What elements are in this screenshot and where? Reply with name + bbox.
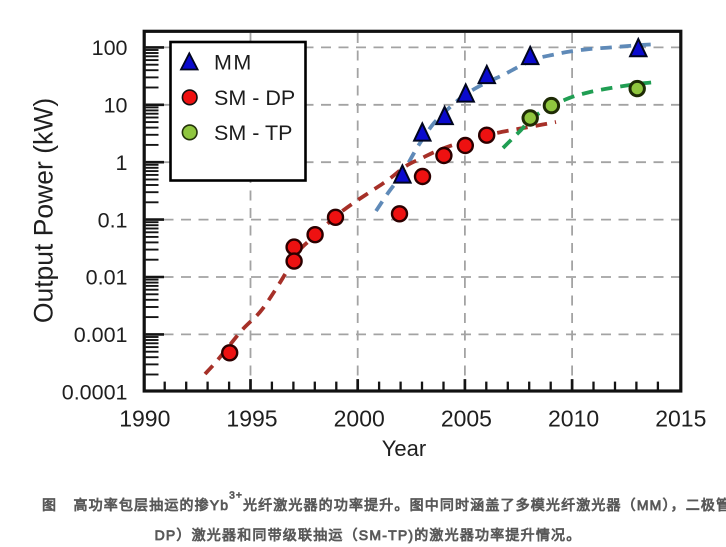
svg-text:Year: Year — [382, 436, 426, 461]
svg-text:2000: 2000 — [334, 406, 385, 432]
svg-text:SM - TP: SM - TP — [214, 121, 292, 145]
svg-text:0.01: 0.01 — [86, 266, 128, 290]
svg-text:0.1: 0.1 — [98, 208, 128, 232]
svg-text:10: 10 — [104, 94, 128, 118]
svg-text:1990: 1990 — [119, 406, 170, 432]
svg-text:MM: MM — [214, 51, 253, 75]
svg-text:100: 100 — [92, 36, 128, 60]
svg-text:Output Power (kW): Output Power (kW) — [29, 98, 59, 323]
svg-text:2015: 2015 — [655, 406, 706, 432]
svg-text:1: 1 — [116, 151, 128, 175]
svg-text:2010: 2010 — [548, 406, 599, 432]
svg-text:0.001: 0.001 — [74, 323, 128, 347]
svg-text:0.0001: 0.0001 — [62, 381, 128, 405]
svg-text:SM - DP: SM - DP — [214, 86, 295, 110]
svg-text:2005: 2005 — [441, 406, 492, 432]
svg-text:1995: 1995 — [226, 406, 277, 432]
